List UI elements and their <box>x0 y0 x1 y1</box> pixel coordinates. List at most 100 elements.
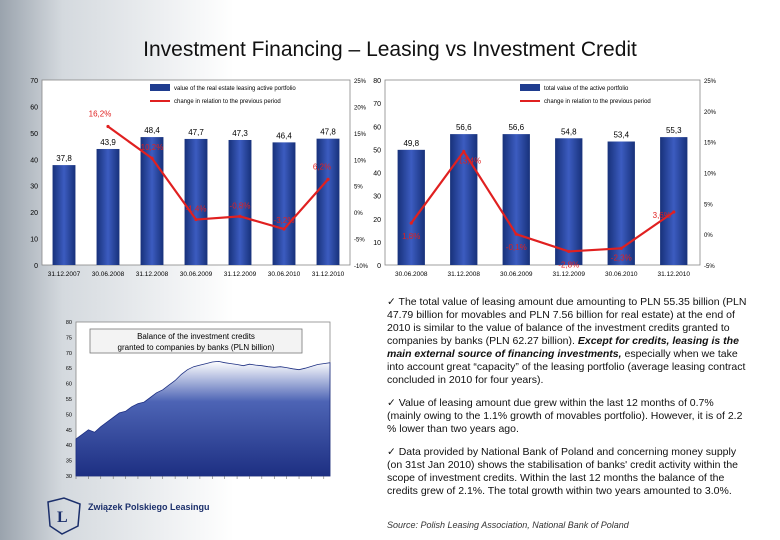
line-point <box>238 214 242 218</box>
left-tick-label: 30 <box>373 194 381 201</box>
left-tick-label: 80 <box>373 78 381 85</box>
bar <box>316 138 340 265</box>
page-title: Investment Financing – Leasing vs Invest… <box>143 38 637 61</box>
bar <box>555 138 583 265</box>
bar <box>502 134 530 265</box>
legend-bar-label: total value of the active portfolio <box>544 86 629 92</box>
category-label: 30.06.2010 <box>268 271 301 278</box>
bullet-2: ✓ Value of leasing amount due grew withi… <box>387 397 743 435</box>
line-value-label: -2,8% <box>558 260 579 269</box>
legend-line-label: change in relation to the previous perio… <box>544 99 651 105</box>
bar-value-label: 53,4 <box>613 131 629 140</box>
legend-bar-swatch <box>520 84 540 91</box>
right-tick-label: -10% <box>354 264 369 270</box>
bar-value-label: 56,6 <box>508 123 524 132</box>
bar-value-label: 49,8 <box>403 139 419 148</box>
left-tick-label: 40 <box>30 157 38 164</box>
svg-text:L: L <box>57 509 68 526</box>
right-tick-label: -5% <box>354 238 365 244</box>
left-tick-label: 70 <box>30 78 38 85</box>
left-tick-label: 20 <box>30 210 38 217</box>
plot-area <box>384 79 701 266</box>
change-line <box>107 125 329 231</box>
legend-bar-swatch <box>150 84 170 91</box>
bar-value-label: 56,6 <box>456 123 472 132</box>
bar <box>272 142 296 265</box>
bar <box>52 165 76 265</box>
bar-value-label: 48,4 <box>144 126 160 135</box>
category-label: 31.12.2008 <box>136 271 169 278</box>
right-tick-label: 0% <box>354 211 363 217</box>
line-value-label: 1,8% <box>402 232 420 241</box>
bar <box>228 139 252 265</box>
left-tick-label: 0 <box>377 263 381 270</box>
left-tick-label: 60 <box>373 124 381 131</box>
left-tick-label: 60 <box>30 104 38 111</box>
bar <box>450 134 478 265</box>
right-tick-label: 20% <box>354 105 367 111</box>
right-tick-label: 20% <box>704 110 717 116</box>
line-value-label: 13,4% <box>458 157 481 166</box>
bar <box>397 149 425 265</box>
bar-value-label: 47,3 <box>232 129 248 138</box>
y-tick-label: 50 <box>66 412 72 418</box>
bullet-3: ✓ Data provided by National Bank of Pola… <box>387 446 739 497</box>
bar-value-label: 55,3 <box>666 126 682 135</box>
logo-icon: L <box>47 497 81 535</box>
right-tick-label: 5% <box>704 202 713 208</box>
y-tick-label: 65 <box>66 366 72 372</box>
left-tick-label: 20 <box>373 217 381 224</box>
y-tick-label: 55 <box>66 397 72 403</box>
right-tick-label: 15% <box>704 141 717 147</box>
line-value-label: -0,1% <box>506 243 527 252</box>
y-tick-label: 80 <box>66 320 72 326</box>
left-tick-label: 70 <box>373 101 381 108</box>
legend-bar-label: value of the real estate leasing active … <box>174 86 296 92</box>
logo-text: Związek Polskiego Leasingu <box>88 502 210 512</box>
line-point <box>514 232 518 236</box>
chart-title-line-1: Balance of the investment credits <box>137 332 255 341</box>
y-tick-label: 60 <box>66 382 72 388</box>
category-label: 31.12.2010 <box>657 271 690 278</box>
category-label: 31.12.2009 <box>552 271 585 278</box>
line-point <box>326 177 330 181</box>
left-tick-label: 50 <box>30 131 38 138</box>
right-tick-label: 25% <box>354 79 367 85</box>
line-point <box>194 217 198 222</box>
chart-title-line-2: granted to companies by banks (PLN billi… <box>118 343 275 352</box>
category-label: 31.12.2007 <box>48 271 81 278</box>
category-label: 30.06.2009 <box>180 271 213 278</box>
bar <box>607 141 635 265</box>
right-tick-label: 25% <box>704 79 717 85</box>
line-value-label: -0,8% <box>230 201 251 210</box>
left-tick-label: 10 <box>373 240 381 247</box>
category-label: 30.06.2009 <box>500 271 533 278</box>
category-label: 30.06.2008 <box>395 271 428 278</box>
bar-value-label: 54,8 <box>561 127 577 136</box>
bar-value-label: 43,9 <box>100 138 116 147</box>
bar <box>660 137 688 265</box>
right-tick-label: 15% <box>354 132 367 138</box>
bar <box>96 148 120 265</box>
y-tick-label: 75 <box>66 335 72 341</box>
credits-area <box>75 360 331 477</box>
bar <box>140 137 164 265</box>
right-tick-label: 0% <box>704 233 713 239</box>
y-tick-label: 35 <box>66 459 72 465</box>
total-portfolio-chart: 0 10 20 30 40 50 60 70 80 -5% 0% 5% 10% 15% 20% 25% 49,8… <box>373 78 716 278</box>
bar-value-label: 47,8 <box>320 128 336 137</box>
y-tick-label: 70 <box>66 351 72 357</box>
source-note: Source: Polish Leasing Association, Nati… <box>387 520 629 530</box>
left-tick-label: 50 <box>373 147 381 154</box>
line-point <box>409 221 413 225</box>
left-tick-label: 0 <box>34 263 38 270</box>
y-tick-label: 45 <box>66 428 72 434</box>
left-tick-label: 10 <box>30 237 38 244</box>
right-tick-label: 10% <box>704 172 717 178</box>
line-value-label: 16,2% <box>89 110 112 119</box>
line-point <box>672 210 676 214</box>
bar-value-label: 46,4 <box>276 131 292 140</box>
left-tick-label: 30 <box>30 184 38 191</box>
category-label: 31.12.2009 <box>224 271 257 278</box>
